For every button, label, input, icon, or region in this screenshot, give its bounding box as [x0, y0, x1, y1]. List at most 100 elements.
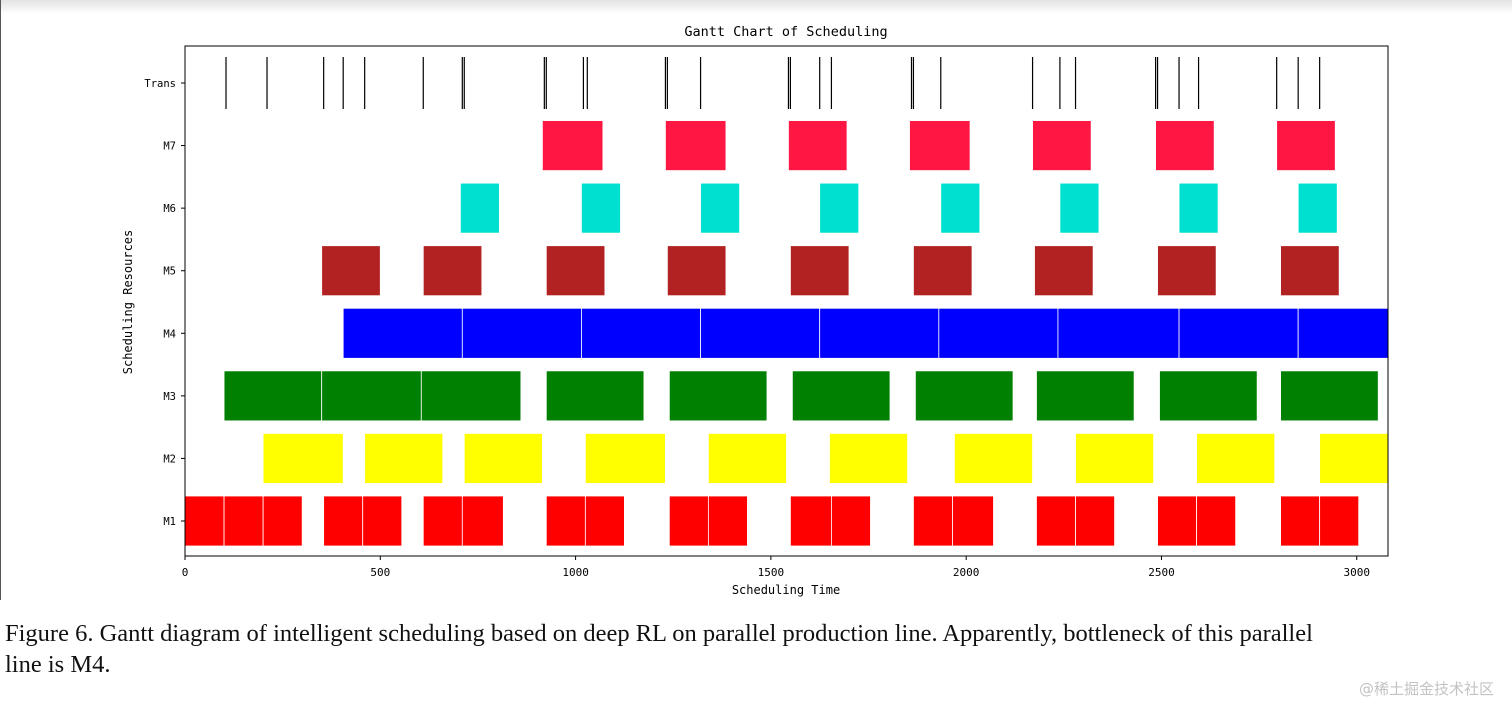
- y-tick-label-m2: M2: [163, 453, 176, 465]
- window-top-shade: [0, 0, 1512, 14]
- bar-m7: [1276, 120, 1336, 171]
- x-tick-label: 500: [370, 566, 390, 579]
- bar-m1: [668, 495, 709, 547]
- bar-m1: [461, 495, 504, 547]
- bar-m1: [952, 495, 994, 547]
- y-tick-label-m7: M7: [163, 141, 176, 153]
- bar-m7: [909, 120, 971, 171]
- caption-line-1: Figure 6. Gantt diagram of intelligent s…: [5, 620, 1313, 647]
- bar-m4: [581, 307, 701, 359]
- bar-m5: [321, 245, 381, 297]
- bar-m4: [700, 307, 821, 359]
- bar-m7: [788, 120, 848, 171]
- bar-m3: [1036, 370, 1135, 422]
- x-tick-label: 1000: [562, 566, 589, 579]
- bar-m2: [1319, 433, 1389, 484]
- bar-m6: [1059, 182, 1100, 234]
- bar-m1: [790, 495, 832, 547]
- y-tick-label-m5: M5: [163, 266, 176, 278]
- bar-m1: [1319, 495, 1360, 547]
- bar-m1: [362, 495, 403, 547]
- bar-m1: [1196, 495, 1237, 547]
- x-tick-label: 0: [182, 566, 189, 579]
- left-border-line: [0, 0, 1, 600]
- y-tick-label-trans: Trans: [144, 78, 176, 90]
- bar-m1: [831, 495, 871, 547]
- bar-m1: [1157, 495, 1198, 547]
- y-tick-label-m3: M3: [163, 391, 176, 403]
- bar-m1: [584, 495, 625, 547]
- bar-m1: [262, 495, 303, 547]
- bar-m2: [829, 433, 908, 484]
- bar-m5: [1280, 245, 1340, 297]
- bar-m1: [422, 495, 463, 547]
- bar-m3: [321, 370, 422, 422]
- bar-m5: [1034, 245, 1094, 297]
- axis-ticks-layer: M1 M2 M3 M4 M5 M6 M7 Trans 0 500 1000 1500 2000 2500 3…: [144, 78, 1370, 579]
- bar-m2: [1075, 433, 1155, 484]
- bar-m1: [913, 495, 953, 547]
- bar-m5: [1157, 245, 1217, 297]
- gantt-chart: M1 M2 M3 M4 M5 M6 M7 Trans 0 500 1000 1500 2000 2500 3…: [121, 24, 1389, 597]
- bar-m1: [1280, 495, 1321, 547]
- bar-m6: [1297, 182, 1338, 234]
- bar-m2: [1196, 433, 1276, 484]
- y-axis-label: Scheduling Resources: [121, 230, 135, 375]
- bar-m5: [913, 245, 973, 297]
- bar-m6: [819, 182, 860, 234]
- bar-m1: [1075, 495, 1115, 547]
- bar-m3: [1280, 370, 1379, 422]
- bar-m6: [700, 182, 741, 234]
- bar-m5: [790, 245, 850, 297]
- bar-m3: [1159, 370, 1258, 422]
- bar-m3: [545, 370, 645, 422]
- bar-m3: [668, 370, 768, 422]
- bar-m7: [665, 120, 727, 171]
- bar-m2: [954, 433, 1033, 484]
- chart-title: Gantt Chart of Scheduling: [684, 24, 887, 40]
- figure-caption: Figure 6. Gantt diagram of intelligent s…: [5, 618, 1512, 680]
- bar-m2: [463, 433, 543, 484]
- bar-m4: [819, 307, 940, 359]
- bar-m6: [940, 182, 981, 234]
- bar-m4: [938, 307, 1059, 359]
- bar-m4: [1178, 307, 1299, 359]
- bar-m1: [1036, 495, 1076, 547]
- caption-line-2: line is M4.: [5, 651, 111, 678]
- bar-m7: [1155, 120, 1215, 171]
- bar-m4: [342, 307, 463, 359]
- bar-m3: [420, 370, 522, 422]
- bar-m1: [545, 495, 586, 547]
- bar-m6: [1178, 182, 1219, 234]
- bar-m4: [1057, 307, 1180, 359]
- plot-frame: [184, 45, 1389, 557]
- x-tick-label: 1500: [758, 566, 785, 579]
- bar-m6: [459, 182, 500, 234]
- bar-m2: [584, 433, 666, 484]
- bar-m3: [791, 370, 891, 422]
- bar-m1: [323, 495, 364, 547]
- x-tick-label: 3000: [1344, 566, 1371, 579]
- bar-m7: [541, 120, 604, 171]
- bar-m3: [223, 370, 323, 422]
- x-axis-label: Scheduling Time: [732, 583, 840, 597]
- x-tick-label: 2500: [1148, 566, 1175, 579]
- bar-m6: [581, 182, 621, 234]
- bar-m4: [1297, 307, 1389, 359]
- bar-m5: [545, 245, 606, 297]
- bar-m4: [461, 307, 582, 359]
- bar-m1: [184, 495, 225, 547]
- bars-layer: [184, 57, 1389, 547]
- bar-m5: [666, 245, 727, 297]
- bar-m5: [422, 245, 483, 297]
- bar-m2: [364, 433, 444, 484]
- y-tick-label-m4: M4: [163, 328, 176, 340]
- y-tick-label-m6: M6: [163, 203, 176, 215]
- bar-m2: [707, 433, 787, 484]
- x-tick-label: 2000: [953, 566, 980, 579]
- bar-m1: [223, 495, 264, 547]
- bar-m7: [1032, 120, 1092, 171]
- bar-m1: [707, 495, 748, 547]
- bar-m3: [914, 370, 1014, 422]
- bar-m2: [262, 433, 344, 484]
